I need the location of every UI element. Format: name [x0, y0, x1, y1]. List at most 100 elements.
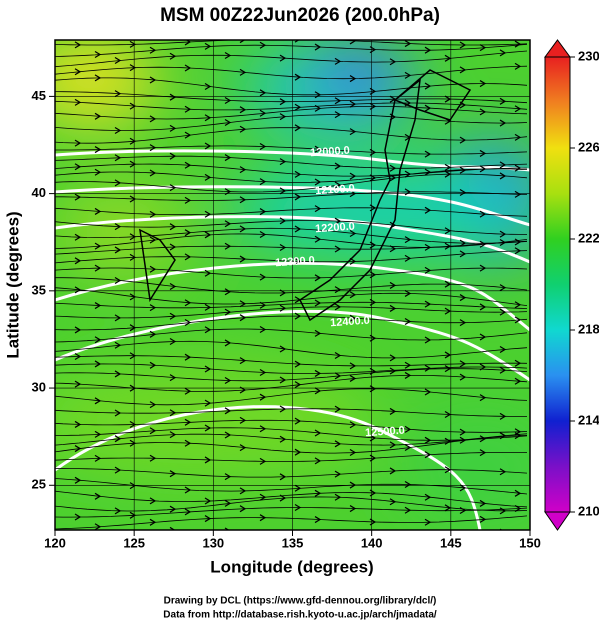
streamline	[55, 145, 528, 155]
stream-arrow	[184, 64, 192, 72]
stream-arrow	[424, 364, 432, 372]
stream-arrow	[499, 119, 507, 127]
stream-arrow	[389, 245, 397, 253]
stream-arrow	[279, 54, 287, 62]
stream-arrow	[404, 71, 412, 79]
stream-arrow	[499, 230, 507, 238]
stream-arrow	[149, 265, 157, 273]
stream-arrow	[349, 128, 357, 136]
streamline	[55, 168, 528, 183]
stream-arrow	[294, 73, 302, 81]
stream-arrow	[114, 276, 122, 285]
stream-arrow	[444, 437, 452, 445]
streamline	[55, 355, 528, 367]
stream-arrow	[239, 416, 247, 424]
stream-arrow	[204, 114, 212, 122]
stream-arrow	[444, 227, 452, 235]
stream-arrow	[514, 62, 522, 70]
stream-arrow	[404, 506, 412, 514]
stream-arrow	[184, 40, 192, 46]
stream-arrow	[334, 372, 342, 380]
stream-arrow	[224, 288, 232, 296]
stream-arrow	[444, 351, 452, 359]
stream-arrow	[114, 246, 122, 254]
stream-arrow	[114, 466, 122, 474]
x-tick-label: 130	[202, 535, 224, 550]
stream-arrow	[334, 162, 342, 170]
stream-arrow	[404, 444, 412, 452]
stream-arrow	[444, 163, 452, 171]
stream-arrow	[169, 409, 177, 417]
stream-arrow	[279, 494, 287, 502]
stream-arrow	[184, 486, 192, 494]
stream-arrow	[94, 74, 102, 82]
stream-arrow	[224, 242, 232, 250]
stream-arrow	[444, 242, 452, 250]
stream-arrow	[389, 281, 397, 289]
stream-arrow	[184, 196, 192, 204]
stream-arrow	[349, 505, 357, 513]
stream-arrow	[94, 336, 102, 344]
streamline	[55, 496, 528, 512]
streamline	[55, 163, 527, 177]
stream-arrow	[389, 498, 397, 506]
stream-arrow	[279, 405, 287, 413]
stream-arrow	[204, 42, 212, 50]
stream-arrow	[149, 76, 157, 84]
stream-arrow	[74, 139, 82, 147]
stream-arrow	[444, 170, 452, 178]
stream-arrow	[204, 210, 212, 218]
stream-arrow	[389, 164, 397, 172]
stream-arrow	[514, 432, 522, 440]
stream-arrow	[334, 245, 342, 253]
x-tick-label: 135	[282, 535, 304, 550]
streamline	[55, 191, 528, 201]
stream-arrow	[424, 518, 432, 526]
stream-arrow	[314, 329, 322, 337]
stream-arrow	[149, 361, 157, 369]
stream-arrow	[169, 124, 177, 132]
streamline	[55, 277, 528, 294]
streamline	[55, 490, 528, 508]
title: MSM 00Z22Jun2026 (200.0hPa)	[160, 5, 440, 26]
stream-arrow	[169, 374, 177, 382]
stream-arrow	[74, 41, 82, 49]
stream-arrow	[334, 440, 342, 448]
streamline	[55, 507, 528, 518]
stream-arrow	[404, 289, 412, 297]
streamline	[55, 328, 528, 343]
stream-arrow	[224, 527, 230, 530]
stream-arrow	[514, 489, 522, 497]
stream-arrow	[259, 393, 267, 401]
stream-arrow	[169, 312, 177, 320]
colorbar-tick-label: 222	[578, 230, 599, 245]
y-tick-label: 35	[32, 282, 46, 297]
stream-arrow	[424, 168, 432, 176]
stream-arrow	[149, 427, 157, 435]
colorbar-tick-label: 218	[578, 321, 599, 336]
stream-arrow	[459, 319, 467, 327]
stream-arrow	[204, 365, 212, 373]
stream-arrow	[279, 187, 287, 195]
stream-arrow	[149, 497, 157, 505]
streamline	[55, 50, 528, 68]
stream-arrow	[314, 235, 322, 243]
colorbar-max-arrow	[544, 39, 571, 58]
stream-arrow	[184, 299, 192, 307]
stream-arrow	[479, 44, 487, 52]
stream-arrow	[114, 314, 122, 322]
stream-arrow	[479, 165, 487, 173]
stream-arrow	[239, 357, 247, 365]
stream-arrow	[204, 303, 212, 311]
stream-arrow	[499, 172, 507, 180]
stream-arrow	[334, 181, 342, 189]
stream-arrow	[259, 143, 267, 151]
stream-arrow	[389, 304, 397, 312]
stream-arrow	[239, 196, 247, 204]
stream-arrow	[459, 507, 467, 515]
stream-arrow	[444, 307, 452, 315]
credit: Drawing by DCL (https://www.gfd-dennou.o…	[164, 596, 437, 607]
stream-arrow	[499, 49, 507, 57]
stream-arrow	[349, 172, 357, 180]
colorbar-tick-label: 230	[578, 48, 599, 63]
